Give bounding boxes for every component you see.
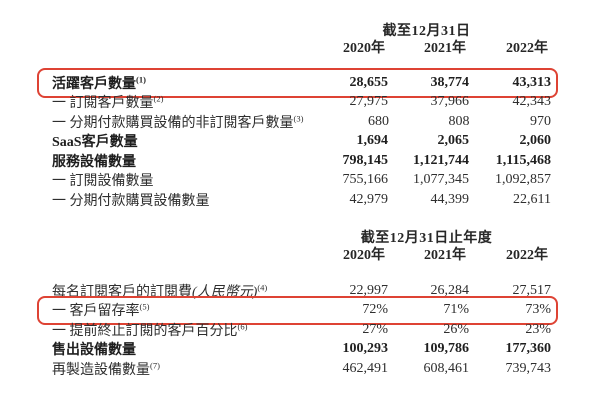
row-value-2022: 43,313 <box>512 74 552 90</box>
row-value-2022: 42,343 <box>512 94 552 110</box>
table1-year-header-row: 2020年 2021年 2022年 <box>0 39 600 56</box>
row-label: 再製造設備數量(7) <box>52 360 160 378</box>
table2-body: 每名訂閱客戶的訂閱費(人民幣元)(4) 22,997 26,284 27,517… <box>0 281 600 379</box>
row-value-2022: 970 <box>530 113 551 129</box>
row-value-2020: 100,293 <box>342 341 389 357</box>
row-value-2020: 72% <box>362 302 388 318</box>
table-row: 一 分期付款購買設備的非訂閱客戶數量(3) 680 808 970 <box>0 112 600 132</box>
row-value-2021: 2,065 <box>437 133 470 149</box>
row-label: 一 訂閱設備數量 <box>52 174 154 190</box>
table-row: 每名訂閱客戶的訂閱費(人民幣元)(4) 22,997 26,284 27,517 <box>0 281 600 301</box>
table1-year-2022: 2022年 <box>506 41 548 56</box>
table-row: 服務設備數量 798,145 1,121,744 1,115,468 <box>0 151 600 171</box>
row-label: 一 客戶留存率(5) <box>52 301 150 320</box>
footnote-marker: (6) <box>237 321 248 332</box>
table2-year-2021: 2021年 <box>424 248 466 263</box>
row-label: 活躍客戶數量(1) <box>52 74 146 92</box>
row-label: 售出設備數量 <box>52 343 136 359</box>
table2-year-2022: 2022年 <box>506 248 548 263</box>
row-value-2021: 608,461 <box>423 360 470 376</box>
footnote-marker: (3) <box>293 113 304 124</box>
row-label: 一 訂閱客戶數量(2) <box>52 93 164 112</box>
row-value-2021: 1,121,744 <box>413 152 469 168</box>
row-value-2020: 42,979 <box>349 191 389 207</box>
row-value-2020: 27% <box>362 321 388 337</box>
table2-year-header-row: 2020年 2021年 2022年 <box>0 246 600 263</box>
table2-year-2020: 2020年 <box>343 248 385 263</box>
table-row: 售出設備數量 100,293 109,786 177,360 <box>0 340 600 360</box>
row-value-2020: 755,166 <box>342 172 389 188</box>
table-row: 一 訂閱設備數量 755,166 1,077,345 1,092,857 <box>0 171 600 191</box>
row-value-2020: 27,975 <box>349 94 389 110</box>
row-label: 服務設備數量 <box>52 154 136 170</box>
footnote-marker: (2) <box>153 93 164 104</box>
table2-caption: 截至12月31日止年度 <box>360 231 493 246</box>
row-value-2021: 1,077,345 <box>413 172 469 188</box>
row-value-2021: 71% <box>443 302 469 318</box>
row-label: SaaS客戶數量 <box>52 135 138 151</box>
row-value-2021: 38,774 <box>430 74 470 90</box>
table-row: 一 分期付款購買設備數量 42,979 44,399 22,611 <box>0 190 600 210</box>
row-value-2022: 2,060 <box>519 133 552 149</box>
table-row: 一 客戶留存率(5) 72% 71% 73% <box>0 295 600 325</box>
row-value-2021: 26% <box>443 321 469 337</box>
row-value-2022: 27,517 <box>512 282 552 298</box>
table-row: 活躍客戶數量(1) 28,655 38,774 43,313 <box>0 68 600 98</box>
row-value-2020: 798,145 <box>342 152 389 168</box>
table-row: 一 訂閱客戶數量(2) 27,975 37,966 42,343 <box>0 93 600 113</box>
table1-year-2021: 2021年 <box>424 41 466 56</box>
row-value-2022: 22,611 <box>513 191 551 207</box>
row-value-2022: 177,360 <box>505 341 552 357</box>
row-value-2022: 23% <box>525 321 551 337</box>
row-value-2021: 109,786 <box>423 341 470 357</box>
row-value-2020: 1,694 <box>356 133 389 149</box>
row-value-2022: 1,092,857 <box>495 172 551 188</box>
row-value-2022: 739,743 <box>505 360 552 376</box>
row-label: 每名訂閱客戶的訂閱費(人民幣元)(4) <box>52 282 268 300</box>
table-row: SaaS客戶數量 1,694 2,065 2,060 <box>0 132 600 152</box>
table1-caption: 截至12月31日 <box>382 24 471 39</box>
row-value-2021: 37,966 <box>430 94 470 110</box>
row-label: 一 分期付款購買設備數量 <box>52 193 210 209</box>
row-value-2020: 680 <box>367 113 389 129</box>
footnote-marker: (5) <box>139 301 150 312</box>
table-row: 再製造設備數量(7) 462,491 608,461 739,743 <box>0 359 600 379</box>
row-value-2020: 22,997 <box>349 282 389 298</box>
footnote-marker: (4) <box>257 282 268 293</box>
row-value-2021: 26,284 <box>430 282 470 298</box>
row-value-2021: 44,399 <box>430 191 470 207</box>
row-label: 一 提前終止訂閱的客戶百分比(6) <box>52 321 248 339</box>
row-value-2021: 808 <box>448 113 470 129</box>
footnote-marker: (1) <box>136 74 146 85</box>
row-label: 一 分期付款購買設備的非訂閱客戶數量(3) <box>52 113 304 131</box>
row-value-2020: 462,491 <box>342 360 389 376</box>
table1-body: 活躍客戶數量(1) 28,655 38,774 43,313 一 訂閱客戶數量(… <box>0 68 600 210</box>
row-value-2020: 28,655 <box>349 74 389 90</box>
footnote-marker: (7) <box>150 360 160 371</box>
table-row: 一 提前終止訂閱的客戶百分比(6) 27% 26% 23% <box>0 320 600 340</box>
row-value-2022: 1,115,468 <box>495 152 551 168</box>
table1-year-2020: 2020年 <box>343 41 385 56</box>
row-value-2022: 73% <box>525 302 551 318</box>
